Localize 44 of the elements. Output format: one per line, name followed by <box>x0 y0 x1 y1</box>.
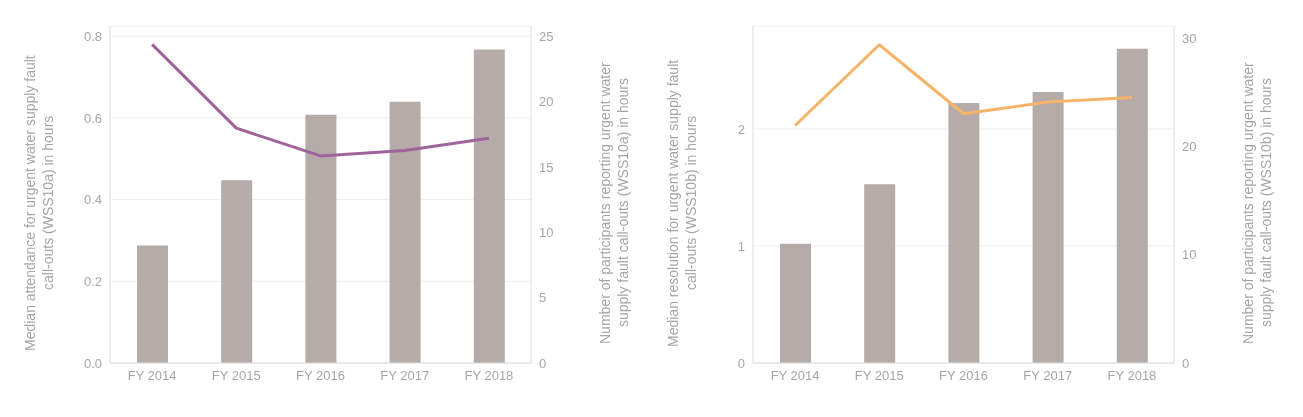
bar <box>864 184 896 363</box>
y-axis-title: Median resolution for urgent water supply fault call-outs (WSS10b) in hours <box>664 58 700 349</box>
y2-tick-label: 30 <box>1182 30 1197 46</box>
x-tick-label: FY 2017 <box>1023 368 1073 384</box>
y-tick-label: 1 <box>737 238 745 254</box>
y2-axis-title: Number of participants reporting urgent water supply fault call-outs (WSS10b) in hours <box>1238 61 1275 346</box>
y2-tick-label: 10 <box>539 224 554 240</box>
y2-tick-label: 0 <box>539 355 547 371</box>
bar <box>137 245 168 363</box>
x-tick-label: FY 2015 <box>854 368 904 384</box>
y2-tick-label: 0 <box>1182 355 1190 371</box>
y2-tick-label: 5 <box>539 290 547 306</box>
line-series <box>150 42 491 158</box>
y-tick-label: 0 <box>737 355 745 371</box>
y2-tick-label: 20 <box>1182 138 1197 154</box>
x-tick-label: FY 2016 <box>296 368 345 384</box>
x-tick-label: FY 2014 <box>770 368 820 384</box>
y-tick-label: 0.4 <box>83 192 102 208</box>
bar <box>1032 92 1064 363</box>
bar <box>948 102 980 363</box>
y-tick-label: 0.0 <box>83 355 102 371</box>
x-tick-label: FY 2017 <box>380 368 430 384</box>
y2-tick-label: 10 <box>1182 247 1197 263</box>
bar <box>780 243 811 363</box>
bar <box>1116 48 1148 363</box>
y-tick-label: 0.6 <box>83 110 102 126</box>
x-tick-label: FY 2015 <box>211 368 261 384</box>
y2-tick-label: 25 <box>539 29 554 45</box>
y2-axis-title: Number of participants reporting urgent water supply fault call-outs (WSS10a) in hours <box>595 61 632 346</box>
x-tick-label: FY 2018 <box>1107 368 1157 384</box>
x-tick-label: FY 2018 <box>464 368 514 384</box>
line-series <box>793 43 1134 127</box>
y2-tick-label: 15 <box>539 159 554 175</box>
y-tick-label: 2 <box>737 121 745 137</box>
bar <box>473 49 505 363</box>
y2-tick-label: 20 <box>539 94 554 110</box>
y-tick-label: 0.8 <box>83 28 102 44</box>
x-tick-label: FY 2016 <box>939 368 988 384</box>
bar <box>221 180 253 363</box>
bar <box>389 101 421 363</box>
bar <box>305 114 337 363</box>
y-tick-label: 0.2 <box>83 273 102 289</box>
y-axis-title: Median attendance for urgent water supply fault call-outs (WSS10a) in hours <box>21 54 57 353</box>
x-tick-label: FY 2014 <box>127 368 177 384</box>
